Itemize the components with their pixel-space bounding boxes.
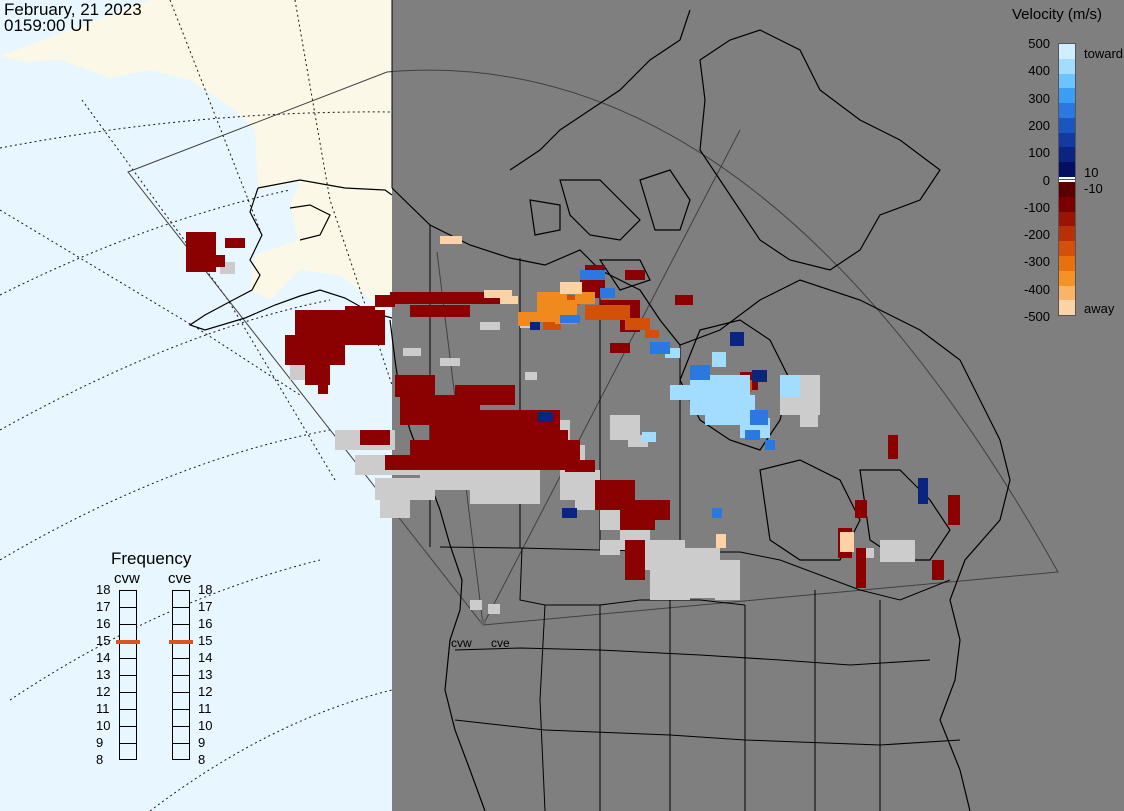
colorbar-segment xyxy=(1059,162,1075,177)
colorbar-segment xyxy=(1059,256,1075,271)
alaska-daylit-land xyxy=(0,0,392,195)
colorbar-tick-label: 300 xyxy=(1028,90,1050,106)
frequency-gridline xyxy=(120,658,136,659)
frequency-gridline xyxy=(173,726,189,727)
colorbar-tick-label: -300 xyxy=(1023,254,1050,270)
frequency-level-right: 13 xyxy=(198,667,213,682)
velocity-away-max xyxy=(440,236,854,552)
colorbar-segment xyxy=(1059,196,1075,212)
colorbar-segment xyxy=(1059,44,1075,59)
colorbar-segment xyxy=(1059,211,1075,227)
frequency-level-left: 18 xyxy=(96,582,111,597)
frequency-level-right: 10 xyxy=(198,718,213,733)
frequency-level-left: 8 xyxy=(96,752,104,767)
frequency-title: Frequency xyxy=(111,549,192,568)
colorbar-segment xyxy=(1059,103,1075,118)
frequency-col-cvw: cvw xyxy=(114,570,140,587)
frequency-level-right: 18 xyxy=(198,582,213,597)
frequency-level-left: 17 xyxy=(96,599,111,614)
colorbar-tick-label: 100 xyxy=(1028,145,1050,161)
radar-label-cve: cve xyxy=(491,636,510,650)
frequency-level-left: 16 xyxy=(96,616,111,631)
colorbar-tick-label: -400 xyxy=(1023,281,1050,297)
colorbar-tick-label: 0 xyxy=(1042,172,1050,188)
colorbar-segment xyxy=(1059,241,1075,257)
colorbar-label-neg10: -10 xyxy=(1084,181,1103,196)
frequency-level-right: 15 xyxy=(198,633,213,648)
frequency-level-right: 8 xyxy=(198,752,206,767)
colorbar-tick-label: -100 xyxy=(1023,199,1050,215)
frequency-indicator-cve xyxy=(169,640,193,644)
velocity-colorbar xyxy=(1058,43,1076,316)
frequency-gridline xyxy=(120,607,136,608)
frequency-level-right: 16 xyxy=(198,616,213,631)
frequency-gridline xyxy=(120,743,136,744)
colorbar-segment xyxy=(1059,147,1075,163)
colorbar-segment xyxy=(1059,285,1075,301)
frequency-level-left: 12 xyxy=(96,684,111,699)
colorbar-tick-label: 200 xyxy=(1028,117,1050,133)
frequency-indicator-cvw xyxy=(116,640,140,644)
colorbar-segment xyxy=(1059,178,1075,181)
frequency-gridline xyxy=(120,675,136,676)
frequency-level-right: 17 xyxy=(198,599,213,614)
frequency-col-cve: cve xyxy=(168,570,192,587)
political-borders xyxy=(391,0,961,811)
colorbar-segment xyxy=(1059,88,1075,104)
frequency-level-right: 14 xyxy=(198,650,213,665)
frequency-gridline xyxy=(173,692,189,693)
frequency-gridline xyxy=(173,658,189,659)
frequency-level-left: 9 xyxy=(96,735,104,750)
frequency-gridline xyxy=(120,692,136,693)
colorbar-segment xyxy=(1059,132,1075,148)
frequency-level-right: 11 xyxy=(198,701,212,716)
colorbar-title: Velocity (m/s) xyxy=(1012,6,1103,23)
frequency-gridline xyxy=(173,709,189,710)
colorbar-segment xyxy=(1059,176,1075,179)
frequency-level-left: 14 xyxy=(96,650,111,665)
colorbar-segment xyxy=(1059,73,1075,89)
date-label: February, 21 2023 xyxy=(4,0,142,19)
velocity-toward-low xyxy=(530,322,928,518)
colorbar-toward-label: toward xyxy=(1084,46,1124,61)
frequency-ladder-cve xyxy=(169,590,193,760)
colorbar-label-10: 10 xyxy=(1084,165,1099,180)
radar-label-cvw: cvw xyxy=(451,636,472,650)
colorbar-tick-label: 500 xyxy=(1028,36,1050,51)
frequency-ladder-cvw xyxy=(116,590,140,760)
colorbar-segment xyxy=(1059,117,1075,133)
colorbar-segment xyxy=(1059,300,1075,316)
frequency-level-right: 12 xyxy=(198,684,213,699)
frequency-level-left: 11 xyxy=(96,701,110,716)
night-region xyxy=(392,0,1124,811)
frequency-gridline xyxy=(120,726,136,727)
colorbar-segment xyxy=(1059,58,1075,74)
velocity-toward-max xyxy=(642,348,800,442)
velocity-toward-mid xyxy=(560,270,775,518)
bc-coast-daylit xyxy=(250,182,392,305)
map-grid xyxy=(0,0,393,811)
frequency-level-right: 9 xyxy=(198,735,206,750)
colorbar-segment xyxy=(1059,182,1075,197)
frequency-level-left: 15 xyxy=(96,633,111,648)
colorbar-segment xyxy=(1059,180,1075,183)
colorbar-tick-label: -200 xyxy=(1023,227,1050,243)
frequency-level-left: 13 xyxy=(96,667,111,682)
frequency-gridline xyxy=(173,743,189,744)
frequency-level-left: 10 xyxy=(96,718,111,733)
colorbar-segment xyxy=(1059,226,1075,242)
radar-site-marker xyxy=(480,619,486,625)
colorbar-segment xyxy=(1059,270,1075,286)
colorbar-tick-label: -500 xyxy=(1023,309,1050,324)
colorbar-away-label: away xyxy=(1084,301,1115,316)
scatter-cells xyxy=(186,232,960,614)
frequency-gridline xyxy=(173,624,189,625)
frequency-gridline xyxy=(173,675,189,676)
colorbar-tick-label: 400 xyxy=(1028,63,1050,79)
frequency-gridline xyxy=(120,709,136,710)
time-label: 0159:00 UT xyxy=(4,16,93,35)
frequency-gridline xyxy=(173,607,189,608)
frequency-gridline xyxy=(120,624,136,625)
